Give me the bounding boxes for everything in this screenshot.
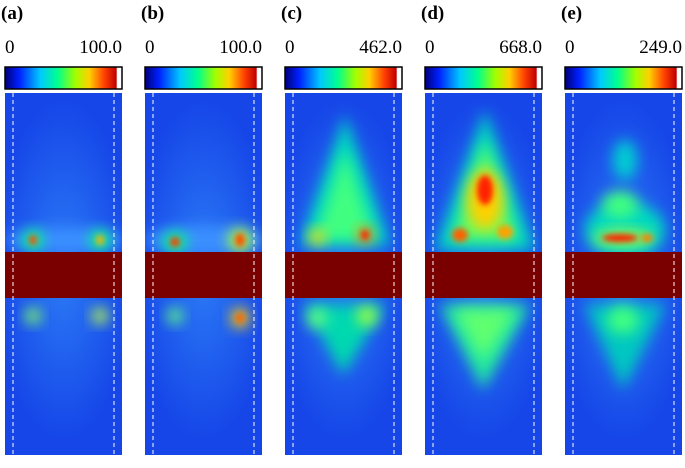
hotspot [235, 233, 245, 247]
obstacle [425, 252, 542, 298]
obstacle [565, 252, 682, 298]
hotspot [497, 225, 513, 239]
colorbar [565, 67, 682, 89]
hotspot [25, 308, 41, 324]
panel: (a) 0 100.0 [0, 3, 134, 455]
panel: (b) 0 100.0 [134, 3, 274, 455]
scale-max: 668.0 [499, 37, 542, 58]
panel-label: (b) [141, 3, 164, 24]
scale-max: 100.0 [79, 37, 122, 58]
obstacle [145, 252, 262, 298]
hotspot [92, 308, 108, 324]
scale-min: 0 [145, 37, 155, 58]
scale-min: 0 [425, 37, 435, 58]
scale-max: 462.0 [359, 37, 402, 58]
hotspot [602, 191, 638, 219]
scale-min: 0 [565, 37, 575, 58]
hotspot [167, 308, 183, 324]
heatmap [554, 93, 685, 455]
heatmap [134, 93, 274, 455]
colorbar [285, 67, 402, 89]
hotspot [309, 229, 325, 245]
heatmap [274, 93, 414, 455]
hotspot [607, 306, 639, 334]
obstacle [5, 252, 122, 298]
panel-label: (a) [1, 3, 23, 24]
heatmap [0, 93, 134, 455]
colorbar [425, 67, 542, 89]
hotspot [361, 230, 369, 240]
hotspot [613, 140, 637, 180]
hotspot [170, 237, 180, 247]
hotspot [96, 235, 104, 245]
hotspot [602, 234, 638, 242]
panel-label: (c) [281, 3, 302, 24]
panel: (d) 0 668.0 [414, 3, 554, 455]
hotspot [29, 235, 37, 245]
panel: (c) 0 462.0 [274, 3, 414, 455]
hotspot [236, 313, 244, 323]
scale-min: 0 [285, 37, 295, 58]
panel-label: (e) [561, 3, 582, 24]
hotspot [307, 308, 327, 328]
hotspot [452, 228, 468, 242]
hotspot [641, 234, 653, 242]
hotspot [357, 306, 377, 326]
colorbar [5, 67, 122, 89]
scale-max: 249.0 [639, 37, 682, 58]
hotspot [477, 175, 493, 205]
colorbar [145, 67, 262, 89]
obstacle [285, 252, 402, 298]
panel-label: (d) [421, 3, 444, 24]
scale-min: 0 [5, 37, 15, 58]
scale-max: 100.0 [219, 37, 262, 58]
panel: (e) 0 249.0 [554, 3, 685, 455]
heatmap [414, 93, 554, 455]
